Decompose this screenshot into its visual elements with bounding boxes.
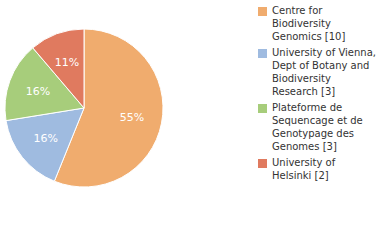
legend-label-line: Plateforme de xyxy=(272,102,342,113)
legend-label-line: Biodiversity xyxy=(272,73,331,84)
legend-label: Plateforme de Sequencage et de Genotypage … xyxy=(272,102,363,152)
legend-label-line: Research [3] xyxy=(272,86,335,97)
legend-swatch xyxy=(258,104,267,113)
legend-label-line: University of Vienna, xyxy=(272,47,376,58)
legend-item: University of Helsinki [2] xyxy=(258,157,336,181)
legend-label-line: Sequencage et de xyxy=(272,115,363,126)
legend-label-line: University of xyxy=(272,157,336,168)
data-label: 16% xyxy=(26,85,50,98)
legend-label-line: Dept of Botany and xyxy=(272,60,369,71)
legend-item: University of Vienna, Dept of Botany and B… xyxy=(258,47,376,97)
legend-label: University of Vienna, Dept of Botany and B… xyxy=(272,47,376,97)
data-label: 16% xyxy=(33,132,57,145)
legend-swatch xyxy=(258,49,267,58)
legend-label-line: Centre for xyxy=(272,5,323,16)
chart: 55% 16% 16% 11% Centre for Biodiversity Genomi… xyxy=(0,0,380,240)
legend-label-line: Genomes [3] xyxy=(272,141,337,152)
legend-label-line: Genomics [10] xyxy=(272,31,345,42)
legend: Centre for Biodiversity Genomics [10] Unive… xyxy=(258,5,376,181)
data-labels: 55% 16% 16% 11% xyxy=(26,56,144,146)
legend-label-line: Helsinki [2] xyxy=(272,170,329,181)
legend-item: Plateforme de Sequencage et de Genotypage … xyxy=(258,102,363,152)
legend-swatch xyxy=(258,159,267,168)
data-label: 11% xyxy=(55,56,79,69)
legend-item: Centre for Biodiversity Genomics [10] xyxy=(258,5,345,42)
legend-label-line: Biodiversity xyxy=(272,18,331,29)
legend-swatch xyxy=(258,7,267,16)
data-label: 55% xyxy=(120,111,144,124)
legend-label: University of Helsinki [2] xyxy=(272,157,336,181)
legend-label: Centre for Biodiversity Genomics [10] xyxy=(272,5,345,42)
legend-label-line: Genotypage des xyxy=(272,128,354,139)
pie xyxy=(5,29,163,187)
